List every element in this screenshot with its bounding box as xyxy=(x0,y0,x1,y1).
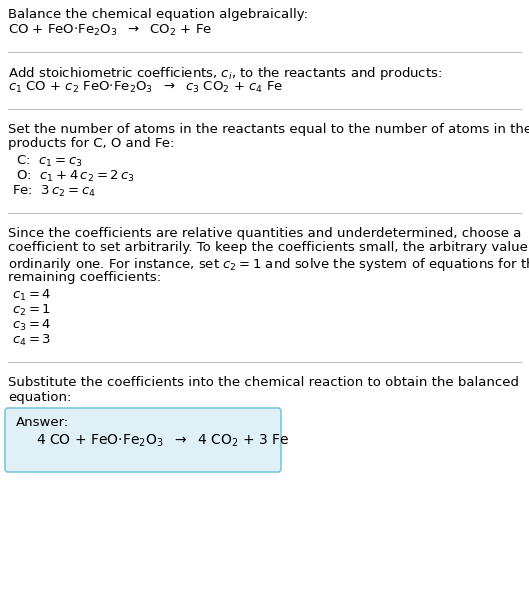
Text: remaining coefficients:: remaining coefficients: xyxy=(8,271,161,283)
Text: C:  $c_1 = c_3$: C: $c_1 = c_3$ xyxy=(12,154,83,169)
Text: ordinarily one. For instance, set $c_2 = 1$ and solve the system of equations fo: ordinarily one. For instance, set $c_2 =… xyxy=(8,256,529,273)
Text: CO + FeO$\cdot$Fe$_2$O$_3$  $\rightarrow$  CO$_2$ + Fe: CO + FeO$\cdot$Fe$_2$O$_3$ $\rightarrow$… xyxy=(8,22,212,38)
Text: Fe:  $3\,c_2 = c_4$: Fe: $3\,c_2 = c_4$ xyxy=(12,184,96,199)
Text: $c_3 = 4$: $c_3 = 4$ xyxy=(12,318,51,333)
Text: Add stoichiometric coefficients, $c_i$, to the reactants and products:: Add stoichiometric coefficients, $c_i$, … xyxy=(8,66,442,83)
Text: $c_1$ CO + $c_2$ FeO$\cdot$Fe$_2$O$_3$  $\rightarrow$  $c_3$ CO$_2$ + $c_4$ Fe: $c_1$ CO + $c_2$ FeO$\cdot$Fe$_2$O$_3$ $… xyxy=(8,80,284,95)
Text: Set the number of atoms in the reactants equal to the number of atoms in the: Set the number of atoms in the reactants… xyxy=(8,123,529,136)
Text: coefficient to set arbitrarily. To keep the coefficients small, the arbitrary va: coefficient to set arbitrarily. To keep … xyxy=(8,242,529,254)
Text: Balance the chemical equation algebraically:: Balance the chemical equation algebraica… xyxy=(8,8,308,21)
Text: Answer:: Answer: xyxy=(16,416,69,429)
FancyBboxPatch shape xyxy=(5,408,281,472)
Text: $c_4 = 3$: $c_4 = 3$ xyxy=(12,333,51,348)
Text: products for C, O and Fe:: products for C, O and Fe: xyxy=(8,138,175,151)
Text: $c_1 = 4$: $c_1 = 4$ xyxy=(12,288,51,303)
Text: Since the coefficients are relative quantities and underdetermined, choose a: Since the coefficients are relative quan… xyxy=(8,227,522,240)
Text: $c_2 = 1$: $c_2 = 1$ xyxy=(12,303,51,318)
Text: equation:: equation: xyxy=(8,390,71,404)
Text: O:  $c_1 + 4\,c_2 = 2\,c_3$: O: $c_1 + 4\,c_2 = 2\,c_3$ xyxy=(12,169,135,184)
Text: Substitute the coefficients into the chemical reaction to obtain the balanced: Substitute the coefficients into the che… xyxy=(8,376,519,389)
Text: 4 CO + FeO$\cdot$Fe$_2$O$_3$  $\rightarrow$  4 CO$_2$ + 3 Fe: 4 CO + FeO$\cdot$Fe$_2$O$_3$ $\rightarro… xyxy=(36,433,290,449)
